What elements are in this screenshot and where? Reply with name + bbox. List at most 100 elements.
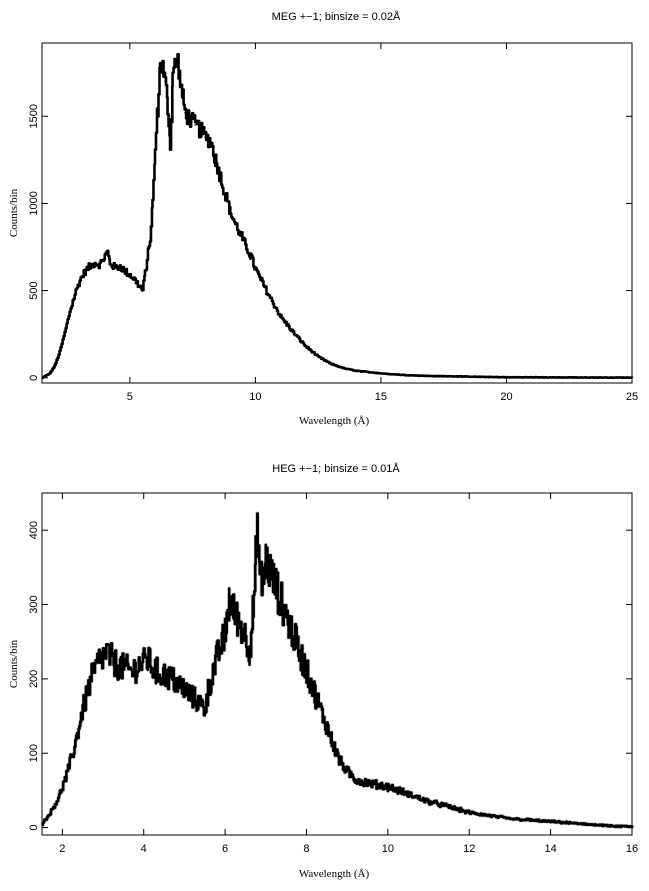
heg-data-point (114, 663, 117, 665)
heg-data-point (224, 633, 226, 636)
heg-y-tick-label: 0 (28, 825, 40, 831)
meg-data-point (189, 118, 191, 121)
meg-data-point (170, 115, 173, 118)
heg-data-point (81, 707, 84, 710)
meg-chart: MEG +−1; binsize = 0.02Å 0 500 1000 1500 5 1… (8, 10, 638, 427)
heg-data-point (570, 822, 572, 824)
heg-data-point (216, 655, 218, 658)
heg-data-point (264, 559, 267, 561)
heg-data-point (297, 648, 300, 650)
heg-data-point (90, 678, 92, 680)
heg-x-tick-label: 4 (141, 843, 147, 855)
meg-x-tick-label: 25 (626, 391, 638, 403)
heg-series (40, 511, 634, 830)
meg-y-ticks: 0 500 1000 1500 (28, 104, 632, 381)
meg-data-point (181, 97, 184, 100)
meg-data-point (129, 274, 131, 276)
meg-data-point (455, 375, 458, 378)
heg-data-point (57, 797, 60, 799)
heg-data-point (232, 611, 235, 613)
heg-data-point (49, 811, 51, 814)
heg-data-point (65, 774, 68, 777)
meg-data-point (48, 372, 51, 375)
heg-data-point (106, 652, 108, 654)
meg-data-point (254, 268, 257, 271)
heg-x-tick-label: 12 (463, 843, 475, 855)
meg-y-tick-label: 1500 (28, 104, 40, 128)
meg-data-point (249, 254, 252, 257)
heg-y-tick-label: 100 (28, 744, 40, 762)
meg-chart-title: MEG +−1; binsize = 0.02Å (272, 10, 401, 23)
heg-data-point (203, 707, 206, 710)
heg-x-tick-label: 14 (544, 843, 556, 855)
meg-series (41, 53, 634, 380)
meg-data-point (209, 139, 212, 142)
heg-x-tick-label: 8 (303, 843, 309, 855)
heg-y-tick-label: 200 (28, 670, 40, 688)
meg-data-point (179, 80, 181, 83)
meg-data-point (317, 356, 319, 358)
heg-data-point (631, 826, 633, 828)
meg-data-point (141, 289, 144, 292)
heg-data-point (427, 800, 430, 803)
meg-plot-frame (41, 42, 633, 384)
meg-data-point (151, 202, 154, 205)
meg-data-point (430, 375, 432, 377)
meg-data-point (58, 350, 61, 353)
heg-data-point (187, 692, 190, 695)
meg-data-point (279, 315, 282, 318)
heg-y-axis-label: Counts/bin (8, 639, 20, 688)
meg-data-point (380, 372, 382, 375)
heg-data-point (305, 670, 308, 673)
meg-data-point (106, 251, 109, 254)
meg-data-point (199, 129, 201, 131)
heg-x-ticks: 2 4 6 8 10 12 14 16 (59, 493, 638, 855)
meg-y-axis-label: Counts/bin (8, 188, 20, 237)
heg-plot-frame (41, 492, 633, 836)
heg-data-point (254, 559, 257, 561)
meg-data-point (103, 254, 106, 257)
heg-x-tick-label: 6 (222, 843, 228, 855)
meg-data-point (41, 376, 43, 379)
heg-y-tick-label: 400 (28, 521, 40, 539)
heg-data-point (387, 785, 389, 788)
meg-data-point (124, 270, 126, 273)
heg-data-point (248, 648, 251, 650)
meg-data-point (161, 66, 164, 69)
heg-series-line (41, 512, 634, 829)
heg-data-point (610, 825, 613, 827)
heg-data-point (240, 626, 243, 628)
meg-x-tick-label: 5 (127, 391, 133, 403)
meg-x-tick-label: 15 (375, 391, 387, 403)
heg-data-point (509, 817, 511, 820)
heg-y-ticks: 0 100 200 300 400 (28, 521, 632, 831)
heg-data-point (366, 782, 369, 784)
heg-data-point (208, 685, 210, 688)
heg-data-point (252, 603, 255, 606)
heg-data-point (338, 759, 340, 762)
heg-data-point (289, 626, 292, 628)
meg-x-axis-label: Wavelength (Å) (299, 415, 370, 427)
heg-data-point (146, 659, 149, 662)
meg-data-point (224, 193, 227, 196)
meg-data-point (166, 106, 169, 109)
meg-data-point (119, 265, 121, 267)
meg-x-tick-label: 20 (500, 391, 512, 403)
meg-data-point (68, 310, 71, 313)
heg-chart-title: HEG +−1; binsize = 0.01Å (272, 462, 400, 475)
meg-data-point (174, 63, 176, 65)
heg-data-point (488, 814, 491, 817)
heg-data-point (330, 737, 332, 740)
meg-data-point (329, 363, 332, 365)
meg-data-point (234, 223, 237, 226)
meg-data-point (144, 272, 146, 274)
heg-data-point (256, 529, 259, 531)
meg-data-point (342, 367, 345, 369)
meg-data-point (88, 265, 91, 267)
heg-data-point (155, 670, 157, 673)
meg-data-point (304, 345, 307, 348)
meg-data-point (214, 159, 217, 161)
heg-data-point (529, 819, 532, 821)
heg-data-point (354, 778, 357, 781)
meg-data-point (505, 376, 508, 379)
